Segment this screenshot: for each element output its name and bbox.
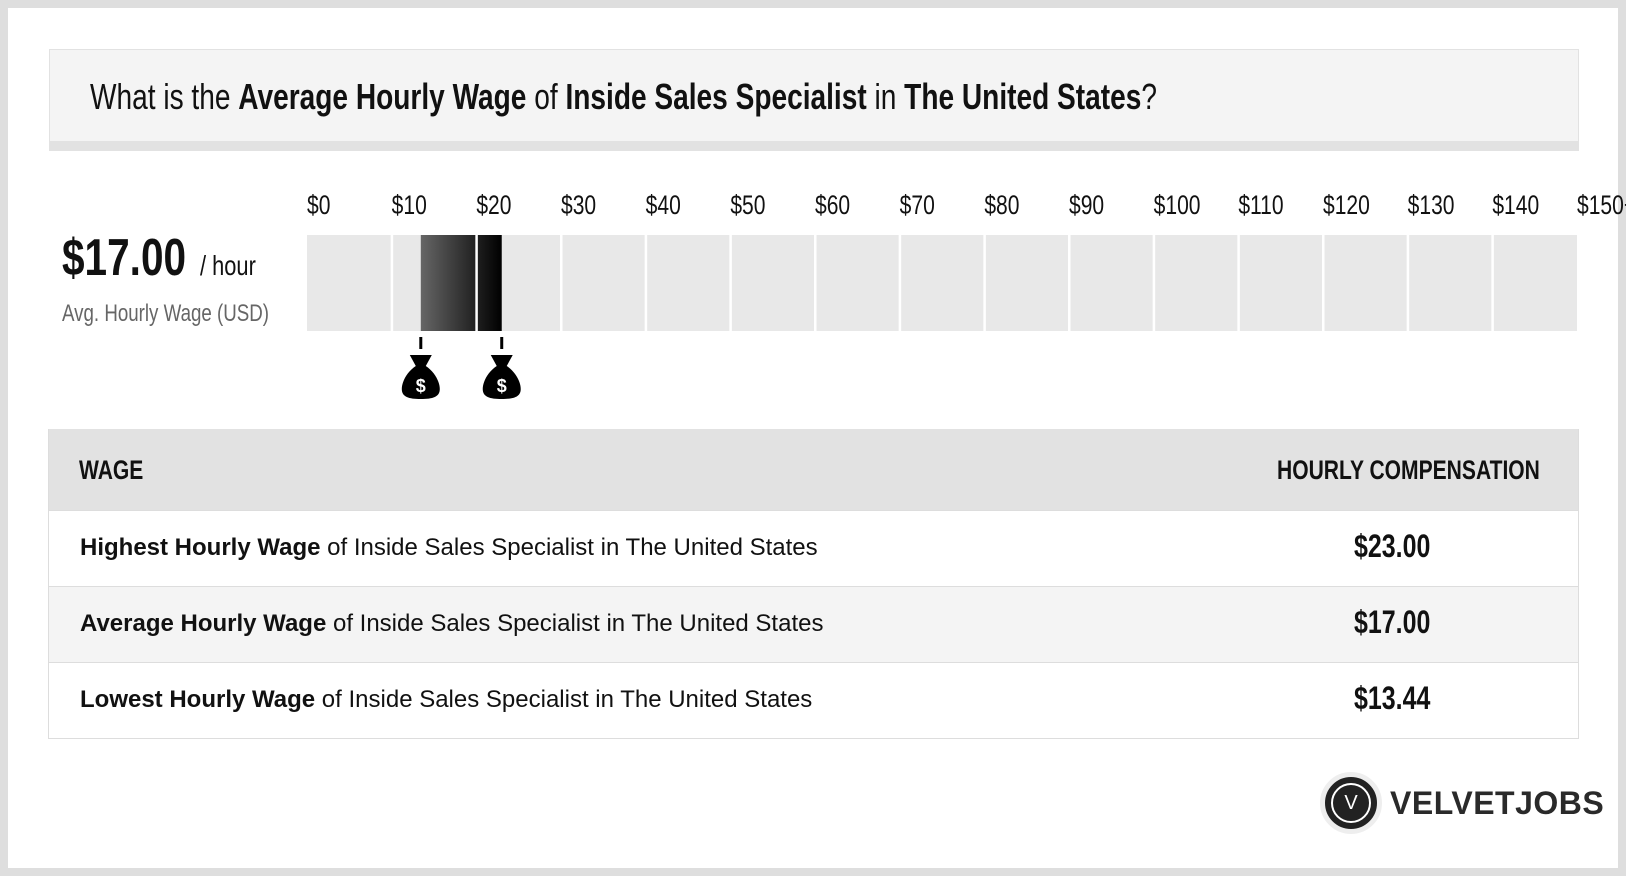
cell-divider bbox=[898, 235, 902, 331]
cell-divider bbox=[1406, 235, 1410, 331]
chart-cell bbox=[1492, 235, 1577, 331]
cell-divider bbox=[1152, 235, 1156, 331]
chart-cell bbox=[561, 235, 646, 331]
chart-cell bbox=[307, 235, 392, 331]
marker-line bbox=[500, 337, 504, 349]
chart-cell bbox=[984, 235, 1069, 331]
chart-cell bbox=[730, 235, 815, 331]
chart-cell bbox=[1323, 235, 1408, 331]
cell-divider bbox=[729, 235, 732, 331]
row-value: $13.44 bbox=[1354, 680, 1431, 716]
chart-cell bbox=[1153, 235, 1239, 331]
tick-label: $90 bbox=[1069, 191, 1104, 221]
tick-label: $130 bbox=[1408, 191, 1455, 221]
money-bag-icon: $ bbox=[482, 355, 521, 399]
title-location: The United States bbox=[904, 76, 1142, 117]
cell-divider bbox=[475, 235, 478, 331]
logo-mark-icon: V bbox=[1320, 772, 1382, 834]
tick-label: $60 bbox=[815, 191, 850, 221]
table-row: Lowest Hourly Wage of Inside Sales Speci… bbox=[49, 662, 1578, 738]
chart-cell bbox=[899, 235, 985, 331]
row-value: $23.00 bbox=[1354, 528, 1431, 564]
title-text: in bbox=[866, 76, 905, 117]
title-metric: Average Hourly Wage bbox=[238, 76, 527, 117]
row-label: Highest Hourly Wage of Inside Sales Spec… bbox=[80, 534, 818, 561]
average-wage-unit: / hour bbox=[200, 250, 256, 281]
chart-cell bbox=[1407, 235, 1493, 331]
header-hourly-compensation: HOURLY COMPENSATION bbox=[1277, 455, 1540, 485]
tick-label: $110 bbox=[1238, 191, 1283, 221]
wage-range-chart: $0 $10 $20 $30 $40 $50 $60 $70 $80 $90 $100 $110 $12… bbox=[307, 191, 1626, 399]
tick-label: $50 bbox=[730, 191, 765, 221]
wage-marker: $ bbox=[482, 337, 521, 399]
tick-label: $10 bbox=[392, 191, 427, 221]
cell-divider bbox=[1491, 235, 1494, 331]
chart-cell bbox=[645, 235, 731, 331]
money-bag-icon: $ bbox=[401, 355, 440, 399]
tick-label: $140 bbox=[1492, 191, 1539, 221]
tick-label: $100 bbox=[1154, 191, 1201, 221]
svg-text:$: $ bbox=[497, 376, 507, 396]
tick-label: $40 bbox=[646, 191, 681, 221]
average-wage-label: Avg. Hourly Wage (USD) bbox=[62, 300, 270, 327]
table-header: WAGE HOURLY COMPENSATION bbox=[49, 429, 1578, 510]
chart-cell bbox=[1069, 235, 1154, 331]
title-job: Inside Sales Specialist bbox=[565, 76, 867, 117]
wage-range-bar bbox=[420, 235, 502, 331]
table-row: Average Hourly Wage of Inside Sales Spec… bbox=[49, 586, 1578, 662]
title-text: of bbox=[526, 76, 566, 117]
chart-cell bbox=[815, 235, 900, 331]
title-text: What is the bbox=[90, 76, 239, 117]
cell-divider bbox=[814, 235, 817, 331]
tick-label: $150+ bbox=[1577, 191, 1626, 221]
wage-marker: $ bbox=[401, 337, 440, 399]
title-box: What is the Average Hourly Wage of Insid… bbox=[49, 49, 1579, 151]
velvetjobs-logo[interactable]: V VELVETJOBS bbox=[1320, 772, 1604, 834]
logo-text: VELVETJOBS bbox=[1390, 784, 1605, 821]
marker-line bbox=[419, 337, 423, 349]
cell-divider bbox=[560, 235, 563, 331]
row-label: Lowest Hourly Wage of Inside Sales Speci… bbox=[80, 686, 813, 713]
tick-label: $30 bbox=[561, 191, 596, 221]
cell-divider bbox=[1068, 235, 1071, 331]
page-title: What is the Average Hourly Wage of Insid… bbox=[90, 76, 1157, 118]
cell-divider bbox=[983, 235, 986, 331]
row-label: Average Hourly Wage of Inside Sales Spec… bbox=[80, 610, 824, 637]
tick-label: $70 bbox=[900, 191, 935, 221]
cell-divider bbox=[644, 235, 648, 331]
cell-divider bbox=[390, 235, 394, 331]
svg-text:$: $ bbox=[416, 376, 426, 396]
title-text: ? bbox=[1141, 76, 1157, 117]
cell-divider bbox=[1237, 235, 1240, 331]
tick-label: $80 bbox=[984, 191, 1019, 221]
tick-label: $0 bbox=[307, 191, 330, 221]
chart-cell bbox=[1238, 235, 1323, 331]
wage-table: WAGE HOURLY COMPENSATION Highest Hourly … bbox=[48, 429, 1579, 739]
tick-label: $20 bbox=[476, 191, 511, 221]
tick-label: $120 bbox=[1323, 191, 1370, 221]
average-wage-value: $17.00 bbox=[62, 229, 187, 287]
cell-divider bbox=[1322, 235, 1325, 331]
header-wage: WAGE bbox=[79, 455, 144, 485]
table-row: Highest Hourly Wage of Inside Sales Spec… bbox=[49, 510, 1578, 586]
row-value: $17.00 bbox=[1354, 604, 1431, 640]
